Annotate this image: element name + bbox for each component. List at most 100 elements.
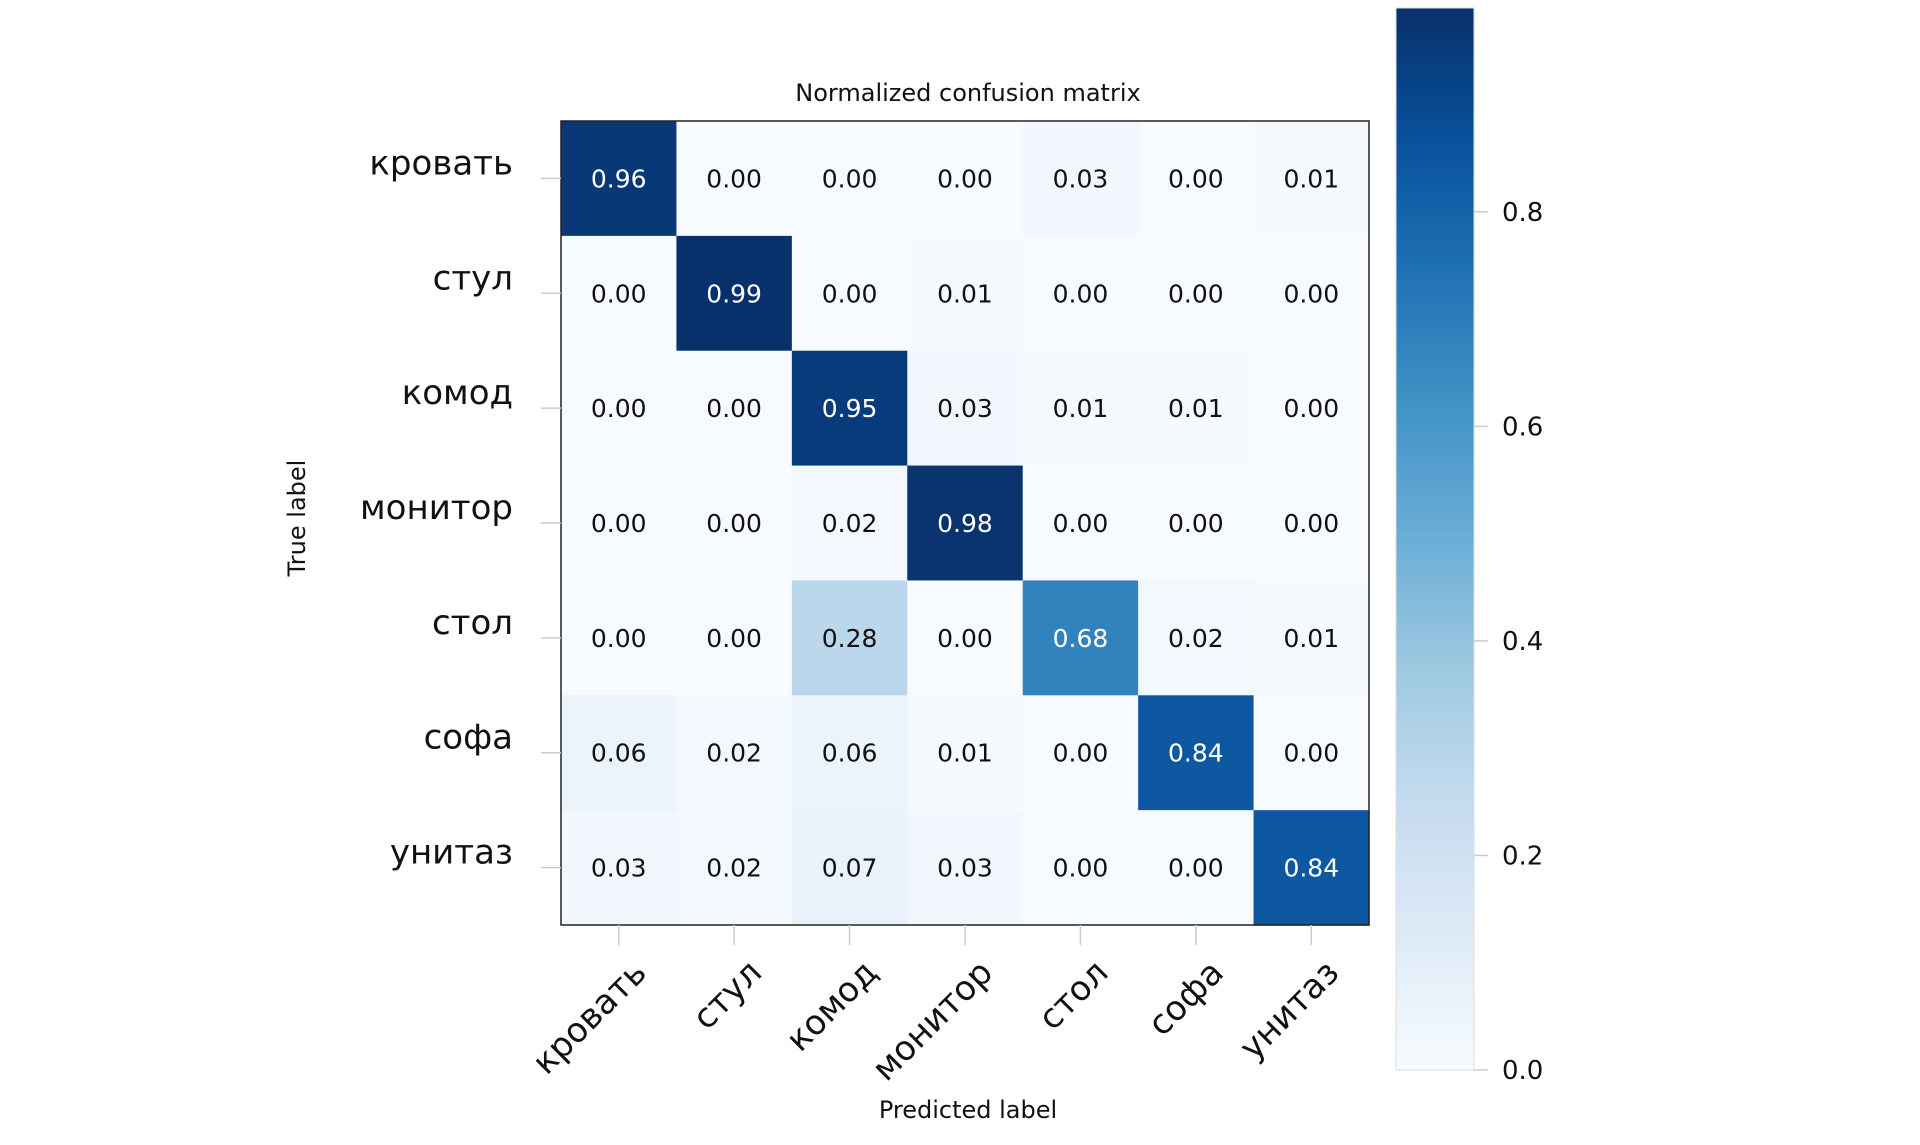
- colorbar-ticks: 0.0 0.2 0.4 0.6 0.8: [1474, 198, 1543, 1086]
- matrix-cell-value: 0.00: [1283, 279, 1339, 308]
- matrix-cell-r4-c1: [676, 580, 793, 696]
- matrix-cells: [561, 121, 1370, 926]
- colorbar-tick-label: 0.8: [1502, 198, 1543, 228]
- matrix-cell-value: 0.00: [822, 164, 878, 193]
- matrix-cell-value: 0.02: [1168, 624, 1224, 653]
- matrix-cell-value: 0.00: [591, 509, 647, 538]
- matrix-cell-value: 0.00: [1283, 509, 1339, 538]
- matrix-cell-value: 0.00: [706, 394, 762, 423]
- matrix-cell-r0-c6: [1253, 121, 1370, 237]
- matrix-cell-r0-c4: [1022, 121, 1139, 237]
- matrix-cell-r0-c1: [676, 121, 793, 237]
- column-label: кровать: [525, 953, 655, 1083]
- matrix-cell-r6-c6: [1253, 810, 1370, 926]
- matrix-cell-value: 0.00: [706, 509, 762, 538]
- matrix-cell-r5-c1: [676, 695, 793, 811]
- matrix-cell-r1-c6: [1253, 235, 1370, 352]
- matrix-cell-value: 0.98: [937, 509, 993, 538]
- matrix-cell-r6-c4: [1022, 810, 1139, 926]
- matrix-cell-value: 0.01: [1283, 164, 1339, 193]
- row-label: стул: [433, 258, 513, 298]
- matrix-cell-value: 0.96: [591, 164, 647, 193]
- column-label: монитор: [864, 953, 1000, 1089]
- matrix-cell-r2-c2: [791, 350, 908, 467]
- matrix-cell-r5-c4: [1022, 695, 1139, 811]
- matrix-cell-value: 0.84: [1283, 854, 1339, 883]
- matrix-cell-r5-c0: [561, 695, 678, 811]
- matrix-cell-r4-c6: [1253, 580, 1370, 696]
- matrix-cell-value: 0.95: [822, 394, 878, 423]
- matrix-cell-r3-c4: [1022, 465, 1139, 582]
- matrix-cell-r2-c5: [1138, 350, 1255, 467]
- matrix-cell-value: 0.00: [1168, 279, 1224, 308]
- matrix-cell-value: 0.03: [1053, 164, 1109, 193]
- matrix-cell-r3-c2: [791, 465, 908, 582]
- matrix-cell-value: 0.00: [591, 624, 647, 653]
- matrix-cell-value: 0.00: [1053, 279, 1109, 308]
- matrix-cell-value: 0.07: [822, 854, 878, 883]
- x-axis-title: Predicted label: [879, 1096, 1057, 1124]
- matrix-cell-r3-c5: [1138, 465, 1255, 582]
- matrix-cell-r4-c0: [561, 580, 678, 696]
- matrix-cell-r5-c6: [1253, 695, 1370, 811]
- row-label: софа: [424, 718, 513, 758]
- matrix-cell-r1-c2: [791, 235, 908, 352]
- matrix-cell-value: 0.00: [1283, 394, 1339, 423]
- row-label: комод: [402, 373, 513, 413]
- column-label: стул: [685, 953, 770, 1038]
- matrix-cell-r3-c0: [561, 465, 678, 582]
- colorbar-tick-label: 0.2: [1502, 841, 1543, 871]
- matrix-cell-r1-c1: [676, 235, 793, 352]
- matrix-cell-r2-c6: [1253, 350, 1370, 467]
- matrix-cell-value: 0.00: [591, 279, 647, 308]
- matrix-cell-r6-c1: [676, 810, 793, 926]
- matrix-cell-value: 0.03: [937, 854, 993, 883]
- matrix-cell-r4-c5: [1138, 580, 1255, 696]
- matrix-cell-value: 0.68: [1053, 624, 1109, 653]
- matrix-cell-value: 0.00: [1168, 854, 1224, 883]
- matrix-cell-r5-c5: [1138, 695, 1255, 811]
- matrix-cell-value: 0.06: [822, 739, 878, 768]
- matrix-cell-r3-c3: [907, 465, 1024, 582]
- matrix-cell-r2-c4: [1022, 350, 1139, 467]
- row-ticks: кровать стул комод монитор стол софа унитаз: [360, 143, 561, 873]
- matrix-cell-r6-c2: [791, 810, 908, 926]
- matrix-cell-r4-c2: [791, 580, 908, 696]
- colorbar: 0.0 0.2 0.4 0.6 0.8: [1395, 7, 1543, 1086]
- matrix-cell-value: 0.01: [1168, 394, 1224, 423]
- matrix-cell-r2-c0: [561, 350, 678, 467]
- matrix-cell-r0-c0: [561, 121, 678, 237]
- matrix-cell-value: 0.00: [706, 624, 762, 653]
- column-label: унитаз: [1232, 953, 1347, 1068]
- row-label: монитор: [360, 488, 513, 528]
- matrix-cell-value: 0.01: [937, 739, 993, 768]
- matrix-cell-value: 0.00: [706, 164, 762, 193]
- matrix-cell-value: 0.06: [591, 739, 647, 768]
- column-label: софа: [1140, 953, 1232, 1045]
- column-label: комод: [778, 953, 885, 1060]
- matrix-cell-value: 0.00: [937, 164, 993, 193]
- matrix-cell-value: 0.00: [591, 394, 647, 423]
- matrix-cell-value: 0.00: [1053, 739, 1109, 768]
- colorbar-gradient: [1395, 7, 1475, 1071]
- row-label: унитаз: [390, 833, 513, 873]
- matrix-cell-r4-c3: [907, 580, 1024, 696]
- matrix-cell-r2-c3: [907, 350, 1024, 467]
- matrix-cell-value: 0.03: [591, 854, 647, 883]
- matrix-cell-r6-c5: [1138, 810, 1255, 926]
- matrix-cell-value: 0.28: [822, 624, 878, 653]
- matrix-cell-value: 0.01: [1053, 394, 1109, 423]
- row-label: кровать: [369, 143, 513, 183]
- matrix-cell-r3-c1: [676, 465, 793, 582]
- matrix-cell-r4-c4: [1022, 580, 1139, 696]
- matrix-cell-r1-c4: [1022, 235, 1139, 352]
- matrix-cell-r2-c1: [676, 350, 793, 467]
- matrix-cell-value: 0.02: [822, 509, 878, 538]
- matrix-cell-value: 0.00: [1168, 509, 1224, 538]
- matrix-cell-value: 0.00: [1168, 164, 1224, 193]
- matrix-cell-r5-c2: [791, 695, 908, 811]
- matrix-cell-value: 0.00: [822, 279, 878, 308]
- matrix-cell-value: 0.00: [937, 624, 993, 653]
